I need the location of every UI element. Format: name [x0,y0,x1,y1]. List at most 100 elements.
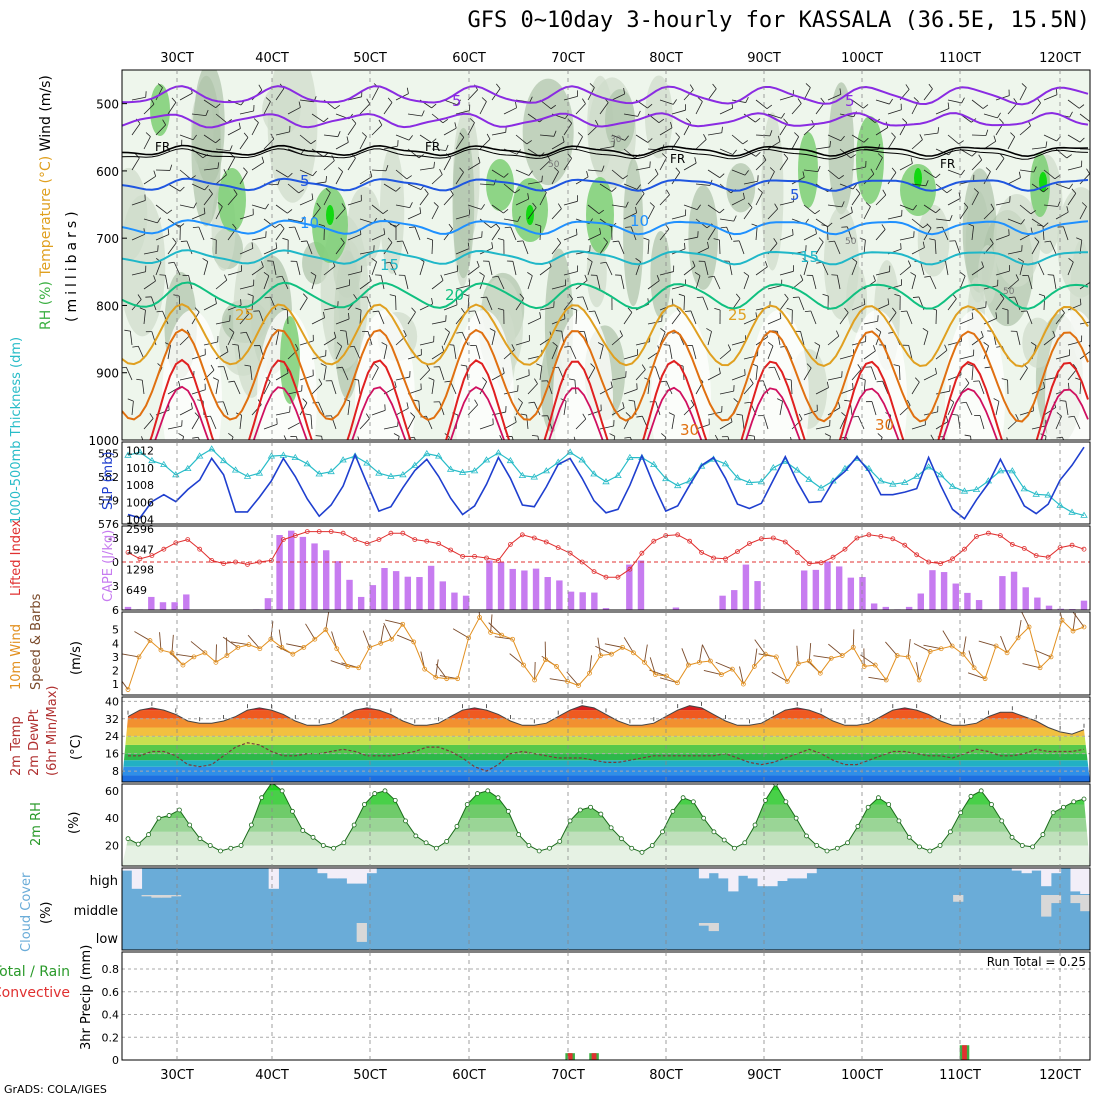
isotherm-label: 10 [630,212,649,230]
thickness-point [542,467,551,474]
wind-barb [335,142,349,150]
wind-barb [863,148,879,151]
cloud-y-label: Cloud Cover [19,872,34,952]
wind-barb [223,366,229,381]
wind-barb [239,214,254,220]
wind-barb-10m [771,671,788,682]
wind-barb-flag [922,224,928,229]
cloud-bar-middle [151,895,162,898]
li-point [137,556,143,562]
precip-conv-bar [567,1053,573,1060]
wind-barb [1052,451,1056,464]
wind-barb [503,218,518,222]
wind-barb [155,204,168,214]
time-label-top: 50CT [353,51,387,66]
wind-barb [245,332,253,346]
wind-barb [839,416,847,430]
wind-speed-point [345,664,351,669]
wind-barb-flag [459,167,464,173]
wind-barb [167,218,180,228]
wind-barb [647,280,660,290]
thickness-point [387,472,395,479]
li-line [127,531,1085,578]
wind-barb [983,208,995,220]
wind-barb-10m [159,632,162,651]
rh-point [855,823,861,829]
panel-rh-plot [122,784,1090,866]
wind-barb-flag [384,261,391,264]
wind-barb-flag [469,118,475,123]
wind-barb [551,242,562,255]
wind-barb-flag [552,342,558,347]
wind-barb-flag [127,398,134,402]
wind-barb [911,218,924,229]
wind-barb [875,194,887,206]
wind-barb [215,113,228,124]
isotherm-label: 20 [445,286,464,304]
wind-barb-10m [122,680,129,690]
wind-barb [419,341,434,346]
wind-barb [299,375,314,381]
rh-point [125,836,131,842]
isotherm-15 [122,249,1088,266]
wind-barb [863,173,875,185]
li-point [747,541,752,546]
wind-barb-flag [156,310,163,313]
precip-tick-label: 0.4 [102,1009,120,1022]
rh-saturated-patch [326,205,334,225]
wind-barb-flag [179,186,185,192]
wind-barb [155,234,170,241]
wind-tick-label: 3 [112,651,119,664]
pressure-tick-label: 700 [96,232,119,246]
wind-barb-flag [928,83,933,90]
wind-barb-flag [553,167,559,172]
wind-speed-point [828,655,834,661]
wind-barb [479,381,487,395]
time-label-top: 120CT [1039,51,1081,66]
wind-barb [851,304,866,311]
wind-barb-flag [714,307,721,311]
cape-tick-label: 1947 [126,543,154,556]
wind-barb-flag [889,98,893,105]
wind-barb-flag [712,83,717,89]
wind-barb [407,113,422,117]
wind-barb-flag [844,307,849,313]
wind-barb [959,207,969,220]
wind-barb [503,390,518,395]
wind-barb-flag [139,307,146,311]
wind-barb [647,240,650,255]
wind-barb-flag [647,103,653,109]
wind-barb-flag [999,293,1005,299]
wind-barb-flag [586,171,589,178]
wind-barb-flag [373,363,379,368]
temp-y-label-1: 2m DewPt [27,709,42,776]
wind-barb-flag [340,329,347,332]
li-point [723,556,728,562]
wind-barb-flag [892,307,897,313]
cape-bar [346,579,353,610]
temp-tick-label: 32 [105,713,119,726]
thickness-point [614,471,622,479]
wind-barb [503,183,516,194]
wind-barb [995,401,1000,416]
rh-point [721,837,727,843]
wind-barb-flag [1020,310,1028,312]
wind-barb-flag [480,204,485,210]
wind-barb-flag [881,224,886,230]
wind-barb-flag [1068,258,1074,263]
wind-barb-flag [732,451,738,452]
li-point [902,542,908,548]
wind-barb [263,247,277,255]
wind-barb-10m [595,645,612,655]
wind-barb-flag [863,104,869,109]
wind-barb-flag [228,380,235,383]
wind-barb [611,169,624,180]
wind-barb [129,331,133,346]
wind-barb-flag [637,110,641,117]
wind-barb-flag [383,228,386,235]
wind-barb [179,376,194,381]
time-label-top: 110CT [939,51,981,66]
li-point [161,546,167,552]
wind-barb-flag [685,118,691,123]
wind-barb [629,437,632,440]
